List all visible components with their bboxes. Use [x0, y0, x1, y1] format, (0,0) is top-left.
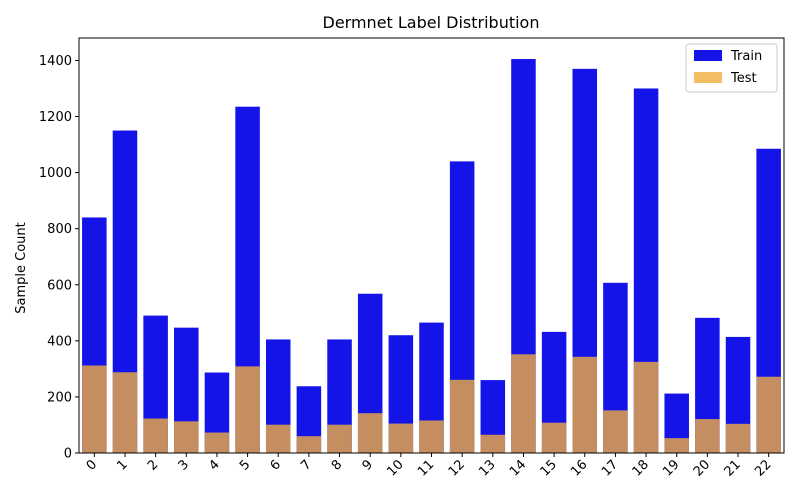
test-bar-11 — [419, 420, 444, 453]
legend: Train Test — [685, 43, 778, 93]
test-bar-10 — [388, 423, 414, 453]
chart-title: Dermnet Label Distribution — [323, 13, 540, 32]
test-bar-4 — [204, 432, 230, 453]
test-bar-22 — [756, 376, 781, 453]
test-bar-17 — [603, 410, 628, 453]
x-tick-label: 9 — [360, 457, 376, 473]
x-tick-label: 1 — [114, 457, 130, 473]
test-bar-0 — [82, 365, 107, 453]
plot-frame — [78, 37, 785, 454]
test-bar-2 — [143, 418, 168, 453]
x-tick-label: 12 — [446, 457, 468, 479]
x-tick-label: 3 — [176, 457, 192, 473]
test-bar-6 — [265, 424, 291, 453]
x-tick-label: 17 — [599, 457, 621, 479]
x-tick-label: 0 — [84, 457, 100, 473]
x-axis: 0 1 2 3 4 5 6 7 8 9 10 11 12 13 14 15 16 17 18 19 20 21 22 — [84, 453, 775, 480]
test-bar-19 — [664, 438, 689, 453]
test-bar-7 — [296, 436, 322, 453]
x-tick-label: 18 — [630, 457, 652, 479]
test-bars — [82, 354, 781, 453]
x-tick-label: 7 — [298, 457, 314, 473]
x-tick-label: 21 — [722, 457, 744, 479]
y-axis-title: Sample Count — [14, 222, 29, 313]
y-tick-label: 200 — [47, 390, 72, 405]
legend-test-label: Test — [730, 71, 757, 86]
x-tick-label: 2 — [145, 457, 161, 473]
test-bar-21 — [725, 423, 751, 453]
x-tick-label: 13 — [476, 457, 498, 479]
y-axis: 0 200 400 600 800 1000 1200 1400 — [39, 54, 79, 462]
y-tick-label: 800 — [47, 222, 72, 237]
y-tick-label: 0 — [64, 447, 72, 462]
train-bars — [82, 59, 781, 454]
y-tick-label: 600 — [47, 278, 72, 293]
x-tick-label: 4 — [206, 457, 222, 473]
y-tick-label: 1400 — [39, 54, 72, 69]
x-tick-label: 10 — [384, 457, 406, 479]
test-bar-3 — [174, 421, 199, 453]
x-tick-label: 14 — [507, 457, 529, 479]
x-tick-label: 15 — [538, 457, 560, 479]
test-bar-20 — [695, 419, 720, 453]
test-bar-13 — [480, 434, 506, 453]
test-bar-1 — [112, 372, 138, 453]
test-bar-14 — [511, 354, 536, 453]
legend-train-swatch — [694, 50, 722, 61]
x-tick-label: 11 — [415, 457, 437, 479]
x-tick-label: 20 — [691, 457, 713, 479]
test-bar-15 — [541, 422, 567, 453]
legend-train-label: Train — [730, 49, 762, 64]
test-bar-16 — [572, 356, 598, 453]
legend-test-swatch — [694, 72, 722, 83]
x-tick-label: 22 — [752, 457, 774, 479]
x-tick-label: 19 — [660, 457, 682, 479]
test-bar-12 — [449, 379, 475, 453]
y-tick-label: 1000 — [39, 166, 72, 181]
test-bar-9 — [357, 413, 383, 453]
test-bar-18 — [633, 361, 659, 453]
x-tick-label: 6 — [268, 457, 284, 473]
x-tick-label: 5 — [237, 457, 253, 473]
test-bar-8 — [327, 424, 352, 453]
y-tick-label: 400 — [47, 334, 72, 349]
x-tick-label: 16 — [568, 457, 590, 479]
x-tick-label: 8 — [329, 457, 345, 473]
test-bar-5 — [235, 366, 260, 453]
y-tick-label: 1200 — [39, 110, 72, 125]
